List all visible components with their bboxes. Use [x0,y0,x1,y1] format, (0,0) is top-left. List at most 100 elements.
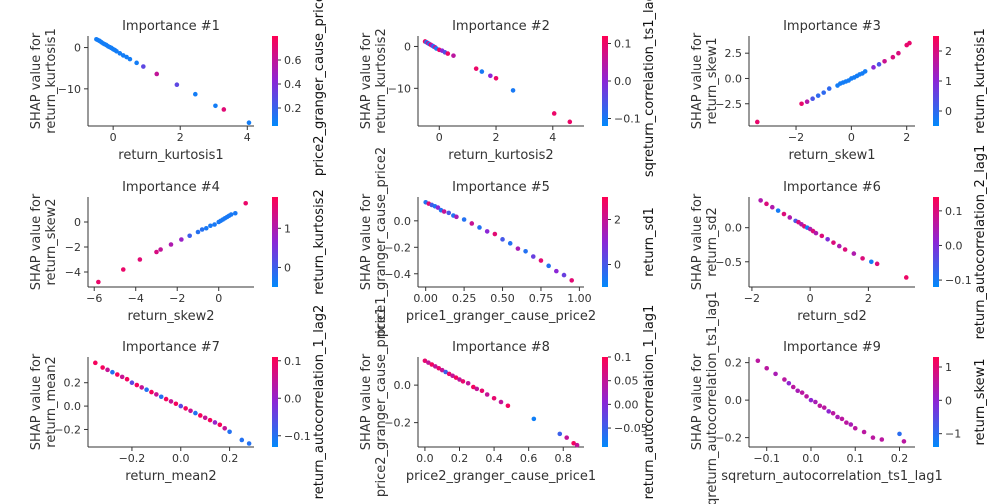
scatter-point [488,73,493,79]
scatter-point [851,251,857,256]
scatter-point [221,107,227,112]
scatter-point [174,82,180,88]
y-tick-label: 0.0 [394,379,412,392]
x-tick-label: −0.2 [119,452,146,465]
y-tick-label: −2 [65,241,81,254]
scatter-point [869,259,874,265]
colorbar-tick-label: 2 [614,214,621,227]
y-tick-label: −4 [65,266,81,279]
scatter-point [124,376,130,382]
scatter-point [473,66,479,71]
x-axis-label: price2_granger_cause_price1 [406,469,596,484]
colorbar-tick-label: 0.1 [284,355,302,368]
scatter-point [137,257,143,262]
colorbar-tick-label: 1 [945,361,952,374]
colorbar-tick-label: 0.6 [284,54,302,67]
x-tick-label: 0.25 [452,292,477,305]
scatter-point [207,417,213,423]
x-tick-label: −2 [169,292,185,305]
scatter-point [158,247,163,252]
scatter-point [795,388,800,394]
scatter-point [457,377,462,382]
scatter-point [769,204,775,210]
scatter-point [460,379,466,384]
y-tick-label: −0.2 [54,423,81,436]
scatter-point [852,425,858,431]
scatter-point [441,209,447,214]
x-tick-label: 0.2 [891,452,909,465]
scatter-point [804,99,810,105]
scatter-point [538,258,544,263]
scatter-point [187,233,192,239]
subplot-title: Importance #5 [452,180,550,195]
scatter-point [821,90,826,95]
scatter-point [819,233,825,239]
scatter-point [515,246,521,251]
scatter-point [817,403,823,409]
colorbar-tick-label: −1 [945,428,961,441]
colorbar [602,357,608,447]
y-tick-label: 0.0 [64,400,82,413]
colorbar-tick-label: 0.1 [614,351,632,364]
x-axis-label: return_sd2 [797,309,867,324]
scatter-point [179,237,184,242]
scatter-point [870,435,876,440]
scatter-point [461,217,467,222]
scatter-point [193,91,198,97]
colorbar-tick-label: 1 [945,75,952,88]
y-axis-label: SHAP value forprice2_granger_cause_price… [359,307,389,497]
colorbar-label: return_skew1 [973,359,988,446]
subplot-4: Importance #4 −6 −4 −2 0 0 −2 −4 return_skew2 SHA… [29,180,327,324]
y-tick-label: 0.0 [725,222,743,235]
scatter-point [896,50,901,56]
scatter-point [439,367,445,373]
scatter-point [436,365,442,371]
scatter-point [830,410,836,416]
scatter-point [764,201,769,207]
scatter-point [790,384,796,390]
x-tick-label: 0.50 [490,292,515,305]
scatter-point [469,221,475,226]
colorbar [272,197,278,287]
scatter-point [168,242,174,247]
scatter-point [848,422,854,427]
scatter-point [158,394,164,400]
scatter-point [882,58,887,64]
colorbar-tick-label: 0.0 [614,75,632,88]
scatter-point [901,439,907,444]
scatter-point [758,198,763,203]
subplot-title: Importance #3 [783,19,881,34]
colorbar-tick-label: 0 [284,261,291,274]
scatter-point [227,429,232,435]
colorbar-tick-label: 0 [614,259,621,272]
x-tick-label: −2 [788,131,804,144]
y-tick-label: −0.2 [384,241,411,254]
x-tick-label: 1.00 [567,292,592,305]
y-tick-label: −0.4 [384,268,411,281]
scatter-point [422,358,428,364]
scatter-point [786,380,792,386]
subplot-title: Importance #4 [122,180,220,195]
scatter-point [799,390,805,395]
scatter-point [432,364,438,369]
y-tick-label: 0 [74,216,81,229]
x-tick-label: −0.1 [753,452,780,465]
scatter-point [861,429,867,435]
colorbar-tick-label: 0 [945,105,952,118]
scatter-point [876,62,882,67]
colorbar-tick-label: 0 [945,394,952,407]
scatter-point [813,230,819,236]
scatter-point [903,275,909,280]
colorbar-tick-label: −0.05 [614,422,648,435]
scatter-point [149,389,154,395]
x-axis-label: sqreturn_autocorrelation_ts1_lag1 [721,469,943,484]
scatter-point [825,236,830,242]
scatter-point [168,399,174,404]
x-tick-label: 0.4 [485,452,503,465]
scatter-point [453,375,459,380]
scatter-point [500,237,505,242]
x-tick-label: 0.2 [221,452,239,465]
x-tick-label: 4 [244,131,251,144]
scatter-point [554,268,559,274]
